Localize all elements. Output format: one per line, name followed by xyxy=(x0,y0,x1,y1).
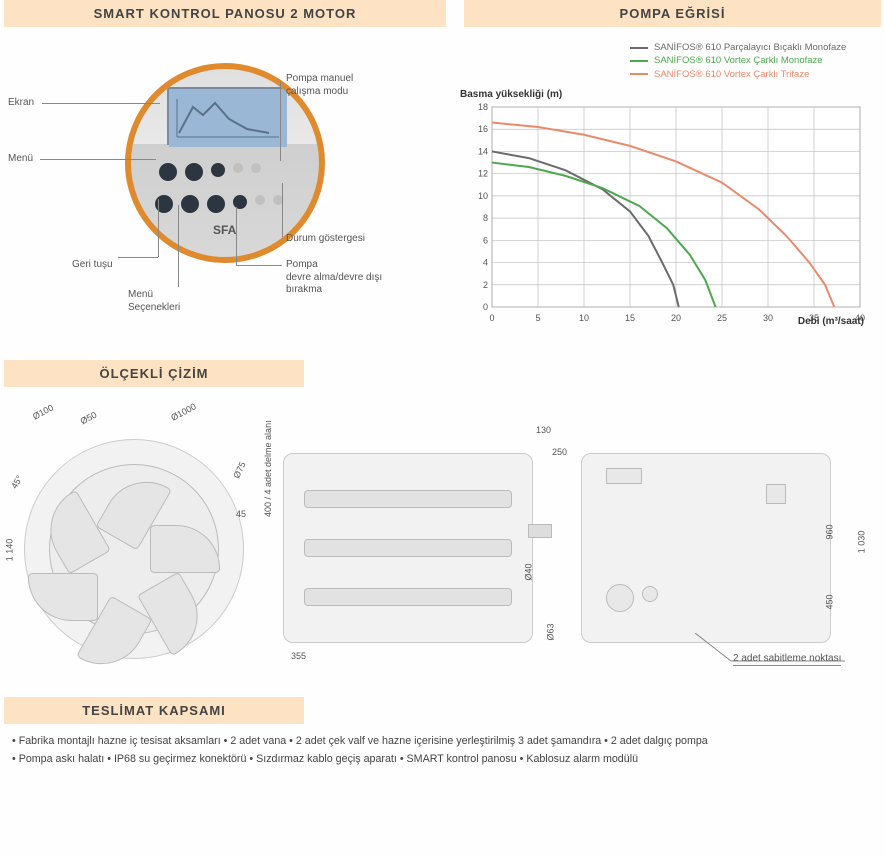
nav-button xyxy=(185,163,203,181)
svg-text:30: 30 xyxy=(763,313,773,323)
callout-menu: Menü xyxy=(8,153,33,166)
delivery-scope-title: TESLİMAT KAPSAMI xyxy=(4,697,304,724)
legend-swatch xyxy=(630,60,648,62)
svg-text:8: 8 xyxy=(483,213,488,223)
dim-h1030: 1 030 xyxy=(857,531,867,554)
svg-text:6: 6 xyxy=(483,235,488,245)
pump-curve-section: POMPA EĞRİSİ SANİFOS® 610 Parçalayıcı Bı… xyxy=(450,0,885,346)
side-view-2: 960 450 1 030 2 adet sabitleme noktası xyxy=(575,407,875,667)
legend-item: SANİFOS® 610 Vortex Çarklı Monofaze xyxy=(630,54,846,67)
technical-drawings-row: Ø100 Ø50 Ø1000 1 140 45° Ø75 45 xyxy=(0,387,885,673)
brand-label: SFA xyxy=(213,223,236,237)
delivery-line-1: • Fabrika montajlı hazne iç tesisat aksa… xyxy=(12,732,873,750)
pump-curve-chart: SANİFOS® 610 Parçalayıcı Bıçaklı Monofaz… xyxy=(460,37,870,327)
x-axis-title: Debi (m³/saat) xyxy=(798,316,864,327)
side-view-2-drawing xyxy=(581,453,831,643)
svg-text:14: 14 xyxy=(478,146,488,156)
dim-ang45a: 45° xyxy=(9,474,24,491)
legend-label: SANİFOS® 610 Parçalayıcı Bıçaklı Monofaz… xyxy=(654,41,846,54)
status-led-2 xyxy=(251,163,261,173)
dim-d75: Ø75 xyxy=(231,460,247,480)
pump-curve-title: POMPA EĞRİSİ xyxy=(464,0,881,27)
dim-h355: 355 xyxy=(291,651,306,661)
side-view-1-drawing xyxy=(283,453,533,643)
top-view: Ø100 Ø50 Ø1000 1 140 45° Ø75 45 xyxy=(10,401,251,667)
menu-down-button xyxy=(181,195,199,213)
scale-drawing-title: ÖLÇEKLİ ÇİZİM xyxy=(4,360,304,387)
control-panel-diagram: SFA Ekran Menü Geri tuşu Menü Seçenekler… xyxy=(0,37,430,327)
svg-text:16: 16 xyxy=(478,124,488,134)
chart-svg: 0246810121416180510152025303540 xyxy=(460,77,870,337)
dim-h130: 130 xyxy=(536,425,551,435)
svg-text:4: 4 xyxy=(483,258,488,268)
dim-d63: Ø63 xyxy=(545,623,555,640)
scale-drawing-section: ÖLÇEKLİ ÇİZİM Ø100 Ø50 Ø1000 1 140 xyxy=(0,360,885,673)
delivery-scope-section: TESLİMAT KAPSAMI • Fabrika montajlı hazn… xyxy=(0,697,885,784)
svg-text:25: 25 xyxy=(717,313,727,323)
enter-button xyxy=(207,195,225,213)
dim-d50: Ø50 xyxy=(79,410,99,427)
svg-text:12: 12 xyxy=(478,169,488,179)
svg-text:20: 20 xyxy=(671,313,681,323)
svg-text:0: 0 xyxy=(483,302,488,312)
legend-swatch xyxy=(630,47,648,49)
legend-swatch xyxy=(630,73,648,75)
button-row-2 xyxy=(155,195,283,213)
callout-geri: Geri tuşu xyxy=(72,259,113,272)
svg-text:2: 2 xyxy=(483,280,488,290)
svg-text:10: 10 xyxy=(478,191,488,201)
callout-manuel: Pompa manuel çalışma modu xyxy=(286,73,353,98)
dim-h450: 450 xyxy=(824,594,834,609)
dim-h400: 400 / 4 adet delme alanı xyxy=(263,420,273,517)
delivery-scope-body: • Fabrika montajlı hazne iç tesisat aksa… xyxy=(0,724,885,784)
menu-up-button xyxy=(159,163,177,181)
legend-item: SANİFOS® 610 Parçalayıcı Bıçaklı Monofaz… xyxy=(630,41,846,54)
dim-h960: 960 xyxy=(824,524,834,539)
callout-menu-opts: Menü Seçenekleri xyxy=(128,289,180,314)
svg-text:18: 18 xyxy=(478,102,488,112)
callout-devre: Pompa devre alma/devre dışı bırakma xyxy=(286,259,382,297)
status-led-3 xyxy=(255,195,265,205)
side-view-1: 400 / 4 adet delme alanı 130 250 355 Ø40… xyxy=(263,407,563,667)
control-panel-title: SMART KONTROL PANOSU 2 MOTOR xyxy=(4,0,446,27)
dim-h1140: 1 140 xyxy=(4,539,14,562)
dim-d1000: Ø1000 xyxy=(169,401,198,423)
svg-text:10: 10 xyxy=(579,313,589,323)
chart-legend: SANİFOS® 610 Parçalayıcı Bıçaklı Monofaz… xyxy=(630,41,846,81)
dim-ang45b: 45 xyxy=(236,509,246,519)
svg-text:15: 15 xyxy=(625,313,635,323)
button-row-1 xyxy=(159,163,261,181)
fixation-note: 2 adet sabitleme noktası xyxy=(733,653,841,666)
dim-d40: Ø40 xyxy=(523,563,533,580)
top-view-drawing xyxy=(24,439,244,659)
svg-text:5: 5 xyxy=(535,313,540,323)
callout-ekran: Ekran xyxy=(8,97,34,110)
delivery-line-2: • Pompa askı halatı • IP68 su geçirmez k… xyxy=(12,750,873,768)
status-led-1 xyxy=(233,163,243,173)
mode-button-p1 xyxy=(211,163,225,177)
legend-label: SANİFOS® 610 Vortex Çarklı Monofaze xyxy=(654,54,823,67)
screen-graph-icon xyxy=(169,89,287,147)
dim-d100: Ø100 xyxy=(31,402,55,421)
device-screen xyxy=(167,87,285,145)
callout-durum: Durum göstergesi xyxy=(286,233,365,246)
control-panel-section: SMART KONTROL PANOSU 2 MOTOR xyxy=(0,0,450,346)
dim-h250: 250 xyxy=(552,447,567,457)
svg-text:0: 0 xyxy=(489,313,494,323)
